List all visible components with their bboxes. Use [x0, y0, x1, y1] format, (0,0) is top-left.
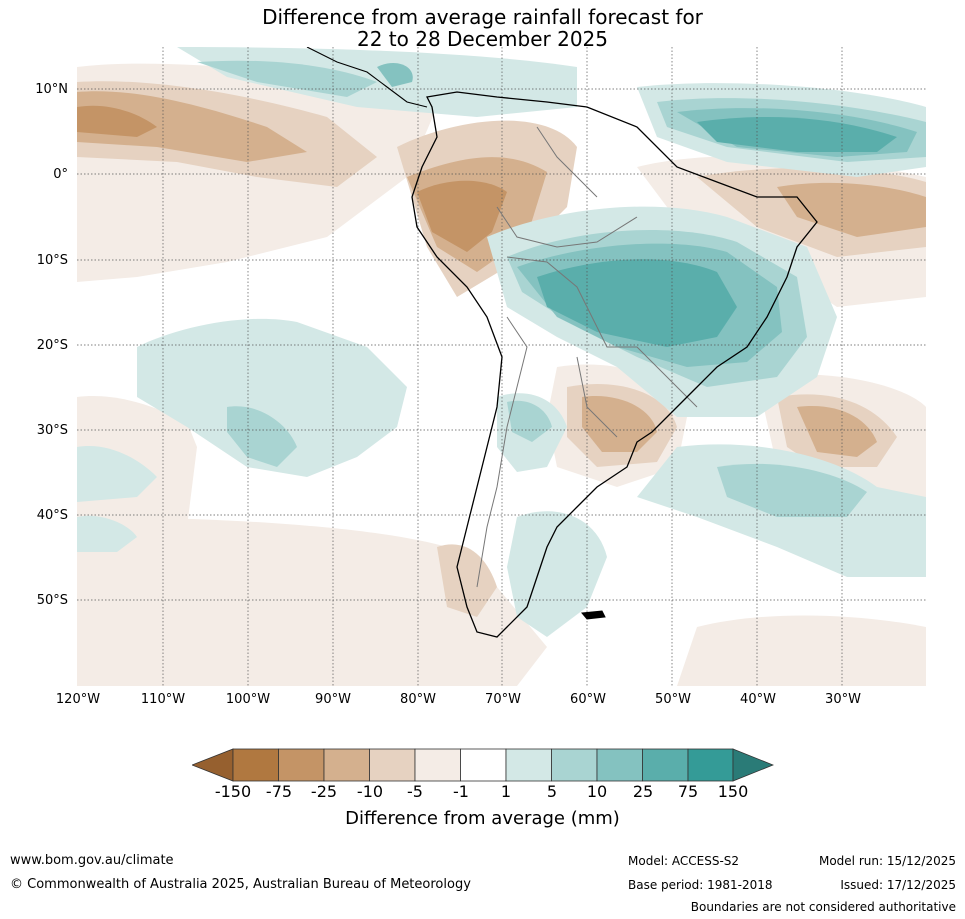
anomaly-region-dry-strong [777, 182, 926, 237]
anomaly-region-wet-light [137, 318, 407, 477]
lat-label-30s: 30°S [36, 423, 68, 438]
legend-tick: -75 [265, 782, 293, 801]
legend-swatch [551, 748, 598, 782]
legend-tick: -5 [407, 782, 423, 801]
legend-swatch [323, 748, 370, 782]
legend-tick: -150 [214, 782, 252, 801]
legend-tick: 150 [717, 782, 749, 801]
lat-label-50s: 50°S [36, 593, 68, 608]
lat-label-40s: 40°S [36, 508, 68, 523]
anomaly-region-wet-strong [377, 62, 413, 87]
legend-swatch [687, 748, 734, 782]
legend-colorbar [192, 748, 774, 782]
anomaly-region-wet-medium [197, 60, 377, 97]
model-run-date: Model run: 15/12/2025 [818, 854, 956, 868]
lat-label-20s: 20°S [36, 338, 68, 353]
legend-tick: 25 [632, 782, 654, 801]
anomaly-region-wet-heavy [697, 117, 897, 152]
anomaly-region-wet-light [77, 515, 137, 552]
legend-swatch [596, 748, 643, 782]
anomaly-region-dry-strong [797, 406, 877, 457]
legend-tick: 75 [677, 782, 699, 801]
lat-label-10s: 10°S [36, 253, 68, 268]
lon-label-100w: 100°W [225, 692, 271, 707]
boundary-disclaimer: Boundaries are not considered authoritat… [690, 900, 956, 914]
anomaly-region-dry-light [677, 615, 926, 686]
legend-swatch [192, 748, 234, 782]
lat-label-0: 0° [53, 167, 68, 182]
anomaly-region-dry-heavy [77, 105, 157, 137]
anomaly-region-dry-strong [77, 91, 307, 162]
legend-swatch [369, 748, 416, 782]
anomaly-region-dry-strong [582, 396, 657, 452]
anomaly-region-wet-medium [227, 406, 297, 467]
legend-swatch [505, 748, 552, 782]
anomaly-region-wet-light [77, 446, 157, 502]
anomaly-region-wet-light [507, 511, 607, 637]
anomaly-region-wet-heavy [537, 259, 737, 347]
website-link[interactable]: www.bom.gov.au/climate [10, 853, 174, 868]
anomaly-region-wet-medium [507, 400, 552, 442]
legend-tick: -1 [453, 782, 469, 801]
legend-tick: -10 [356, 782, 384, 801]
central-america-coastline [306, 47, 428, 108]
country-borders [476, 126, 698, 588]
lat-label-10n: 10°N [35, 82, 68, 97]
lon-label-50w: 50°W [655, 692, 691, 707]
anomaly-region-dry-light [77, 517, 547, 686]
legend-title: Difference from average (mm) [345, 808, 620, 829]
anomaly-region-wet-medium [717, 463, 867, 517]
legend-tick: 5 [546, 782, 558, 801]
legend-swatch [232, 748, 279, 782]
legend-tick: 1 [500, 782, 512, 801]
anomaly-region-dry-heavy [417, 180, 507, 252]
legend-swatch [732, 748, 774, 782]
rainfall-anomaly-map [77, 47, 926, 686]
legend-tick: -25 [310, 782, 338, 801]
lon-label-80w: 80°W [400, 692, 436, 707]
legend-swatch [460, 748, 507, 782]
anomaly-region-dry-medium [437, 544, 497, 617]
anomaly-wet-heavy-layer [537, 117, 897, 347]
map-title-line2: 22 to 28 December 2025 [356, 27, 608, 51]
legend-swatch [642, 748, 689, 782]
legend-swatch [278, 748, 325, 782]
map-title-line1: Difference from average rainfall forecas… [262, 5, 703, 29]
lon-label-30w: 30°W [825, 692, 861, 707]
lon-label-70w: 70°W [485, 692, 521, 707]
south-america-coastline [411, 91, 818, 638]
anomaly-dry-heavy-layer [77, 105, 507, 252]
lon-label-40w: 40°W [740, 692, 776, 707]
lon-label-120w: 120°W [55, 692, 101, 707]
model-name: Model: ACCESS-S2 [628, 854, 740, 868]
legend-tick: 10 [586, 782, 608, 801]
lon-label-60w: 60°W [570, 692, 606, 707]
copyright-text: © Commonwealth of Australia 2025, Austra… [10, 877, 471, 892]
legend-swatch [414, 748, 461, 782]
issued-date: Issued: 17/12/2025 [840, 878, 956, 892]
graticule [77, 47, 926, 686]
base-period: Base period: 1981-2018 [628, 878, 773, 892]
map-canvas [77, 47, 926, 686]
lon-label-110w: 110°W [140, 692, 186, 707]
falkland-islands [581, 610, 606, 620]
lon-label-90w: 90°W [315, 692, 351, 707]
